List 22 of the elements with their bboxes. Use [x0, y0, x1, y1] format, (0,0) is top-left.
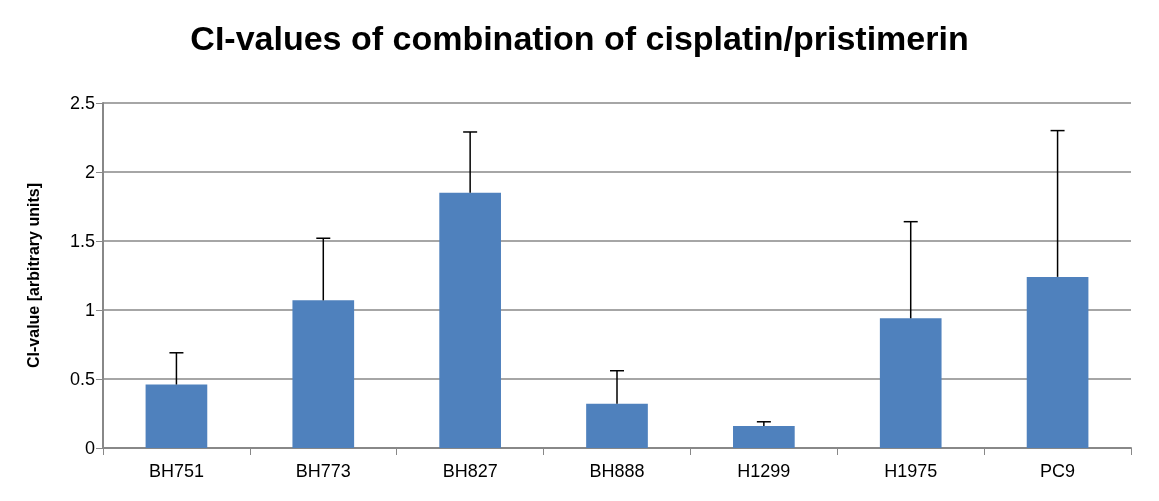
x-tick-label: H1299 [737, 461, 791, 481]
bar [439, 192, 501, 448]
y-tick-label: 0.5 [69, 369, 95, 389]
x-tick-label: BH827 [442, 461, 498, 481]
y-tick-label: 1 [84, 300, 95, 320]
y-tick-label: 2.5 [69, 93, 95, 113]
y-tick-label: 0 [84, 438, 95, 458]
chart-title: CI-values of combination of cisplatin/pristimerin [190, 19, 969, 57]
x-tick-label: PC9 [1040, 461, 1076, 481]
x-tick-label: H1975 [884, 461, 938, 481]
x-tick-label: BH773 [295, 461, 351, 481]
y-tick-label: 2 [84, 162, 95, 182]
bar [733, 425, 795, 448]
bar [586, 403, 648, 448]
bar [145, 384, 208, 448]
y-axis-title: CI-value [arbitrary units] [24, 183, 42, 368]
bar [292, 300, 355, 448]
bar [879, 318, 942, 448]
x-tick-label: BH751 [148, 461, 204, 481]
x-tick-label: BH888 [589, 461, 645, 481]
y-tick-label: 1.5 [69, 231, 95, 251]
bar [1026, 276, 1089, 448]
